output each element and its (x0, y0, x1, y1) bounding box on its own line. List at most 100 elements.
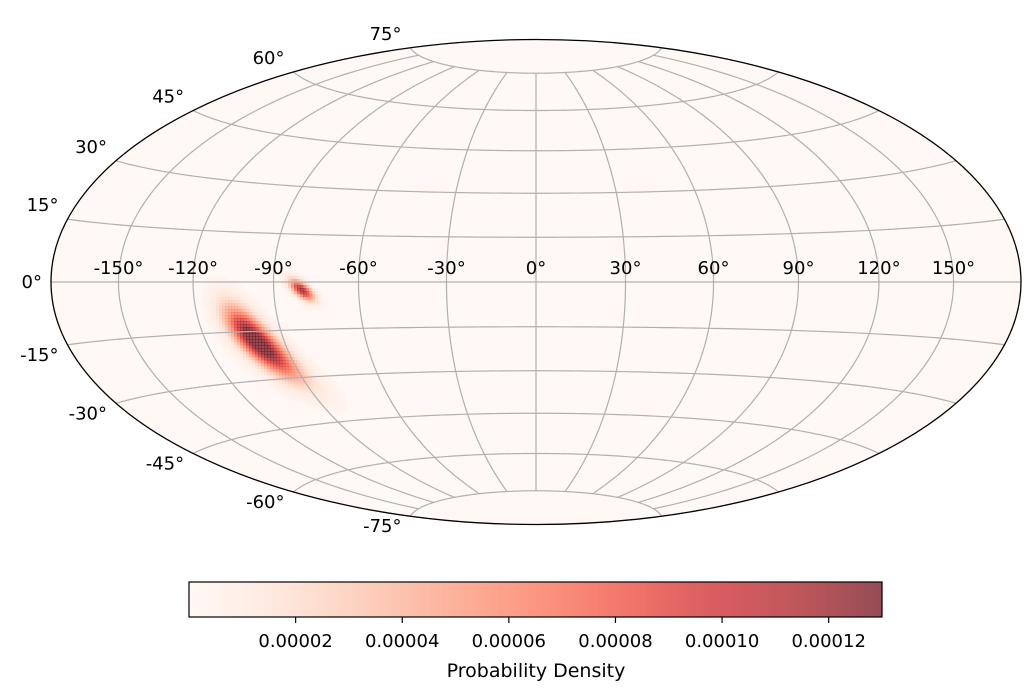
heatmap-cell (288, 270, 292, 274)
longitude-tick-label: -90° (254, 258, 292, 279)
heatmap-cell (234, 324, 238, 328)
heatmap-cell (249, 354, 253, 358)
heatmap-cell (321, 303, 325, 307)
heatmap-cell (267, 321, 271, 325)
heatmap-cell (321, 369, 325, 373)
latitude-tick-label: -60° (246, 492, 284, 513)
heatmap-cell (285, 348, 289, 352)
heatmap-cell (258, 375, 262, 379)
heatmap-cell (294, 294, 298, 298)
heatmap-cell (300, 366, 304, 370)
heatmap-cell (213, 303, 217, 307)
heatmap-cell (315, 306, 319, 310)
map-layer: -150° -120° -90° -60° -30° 0° 30° 60° 90° 120° 150… (20, 24, 1022, 537)
heatmap-cell (210, 318, 214, 322)
parallel-line (409, 47, 663, 74)
heatmap-cell (273, 339, 277, 343)
heatmap-cell (249, 369, 253, 373)
heatmap-cell (300, 393, 304, 397)
heatmap-cell (234, 318, 238, 322)
heatmap-cell (210, 315, 214, 319)
heatmap-cell (267, 375, 271, 379)
heatmap-cell (291, 273, 295, 277)
heatmap-cell (252, 366, 256, 370)
heatmap-cell (318, 303, 322, 307)
heatmap-cell (282, 351, 286, 355)
heatmap-cell (300, 396, 304, 400)
heatmap-cell (261, 321, 265, 325)
heatmap-cell (252, 363, 256, 367)
longitude-tick-label: -120° (168, 258, 218, 279)
heatmap-cell (276, 384, 280, 388)
heatmap-cell (288, 369, 292, 373)
heatmap-cell (342, 405, 346, 409)
heatmap-cell (258, 330, 262, 334)
heatmap-cell (243, 348, 247, 352)
heatmap-cell (228, 327, 232, 331)
heatmap-cell (285, 339, 289, 343)
heatmap-cell (243, 321, 247, 325)
heatmap-cell (285, 381, 289, 385)
heatmap-cell (267, 357, 271, 361)
heatmap-cell (282, 285, 286, 289)
heatmap-cell (282, 375, 286, 379)
heatmap-cell (273, 324, 277, 328)
heatmap-cell (237, 321, 241, 325)
heatmap-cell (258, 369, 262, 373)
heatmap-cell (309, 360, 313, 364)
heatmap-cell (264, 342, 268, 346)
heatmap-cell (246, 315, 250, 319)
heatmap-cell (309, 387, 313, 391)
heatmap-cell (237, 336, 241, 340)
colorbar-tick-label: 0.00006 (472, 631, 546, 652)
heatmap-cell (303, 282, 307, 286)
heatmap-cell (330, 384, 334, 388)
heatmap-cell (261, 333, 265, 337)
heatmap-cell (294, 369, 298, 373)
heatmap-cell (267, 345, 271, 349)
heatmap-cell (297, 363, 301, 367)
heatmap-cell (333, 384, 337, 388)
heatmap-cell (309, 294, 313, 298)
heatmap-cell (222, 321, 226, 325)
heatmap-cell (246, 339, 250, 343)
heatmap-cell (297, 393, 301, 397)
heatmap-cell (246, 327, 250, 331)
heatmap-cell (216, 294, 220, 298)
heatmap-cell (231, 342, 235, 346)
heatmap-cell (252, 372, 256, 376)
heatmap-cell (285, 363, 289, 367)
heatmap-cell (282, 336, 286, 340)
heatmap-cell (303, 369, 307, 373)
heatmap-cell (288, 390, 292, 394)
heatmap-cell (318, 402, 322, 406)
heatmap-cell (222, 330, 226, 334)
heatmap-cell (294, 378, 298, 382)
heatmap-cell (270, 357, 274, 361)
heatmap-cell (315, 291, 319, 295)
heatmap-cell (255, 315, 259, 319)
heatmap-cell (249, 327, 253, 331)
heatmap-cell (225, 306, 229, 310)
heatmap-cell (213, 279, 217, 283)
heatmap-cell (321, 384, 325, 388)
colorbar-tick-label: 0.00008 (578, 631, 652, 652)
heatmap-cell (285, 378, 289, 382)
heatmap-cell (243, 354, 247, 358)
heatmap-cell (309, 303, 313, 307)
heatmap-cell (237, 342, 241, 346)
heatmap-cell (201, 300, 205, 304)
heatmap-cell (249, 294, 253, 298)
heatmap-cell (258, 360, 262, 364)
heatmap-cell (204, 279, 208, 283)
heatmap-cell (219, 276, 223, 280)
heatmap-cell (261, 330, 265, 334)
heatmap-cell (297, 366, 301, 370)
heatmap-cell (312, 384, 316, 388)
heatmap-cell (294, 291, 298, 295)
colorbar-label: Probability Density (447, 660, 626, 682)
heatmap-cell (231, 309, 235, 313)
heatmap-cell (321, 390, 325, 394)
heatmap-cell (231, 288, 235, 292)
heatmap-cell (216, 309, 220, 313)
